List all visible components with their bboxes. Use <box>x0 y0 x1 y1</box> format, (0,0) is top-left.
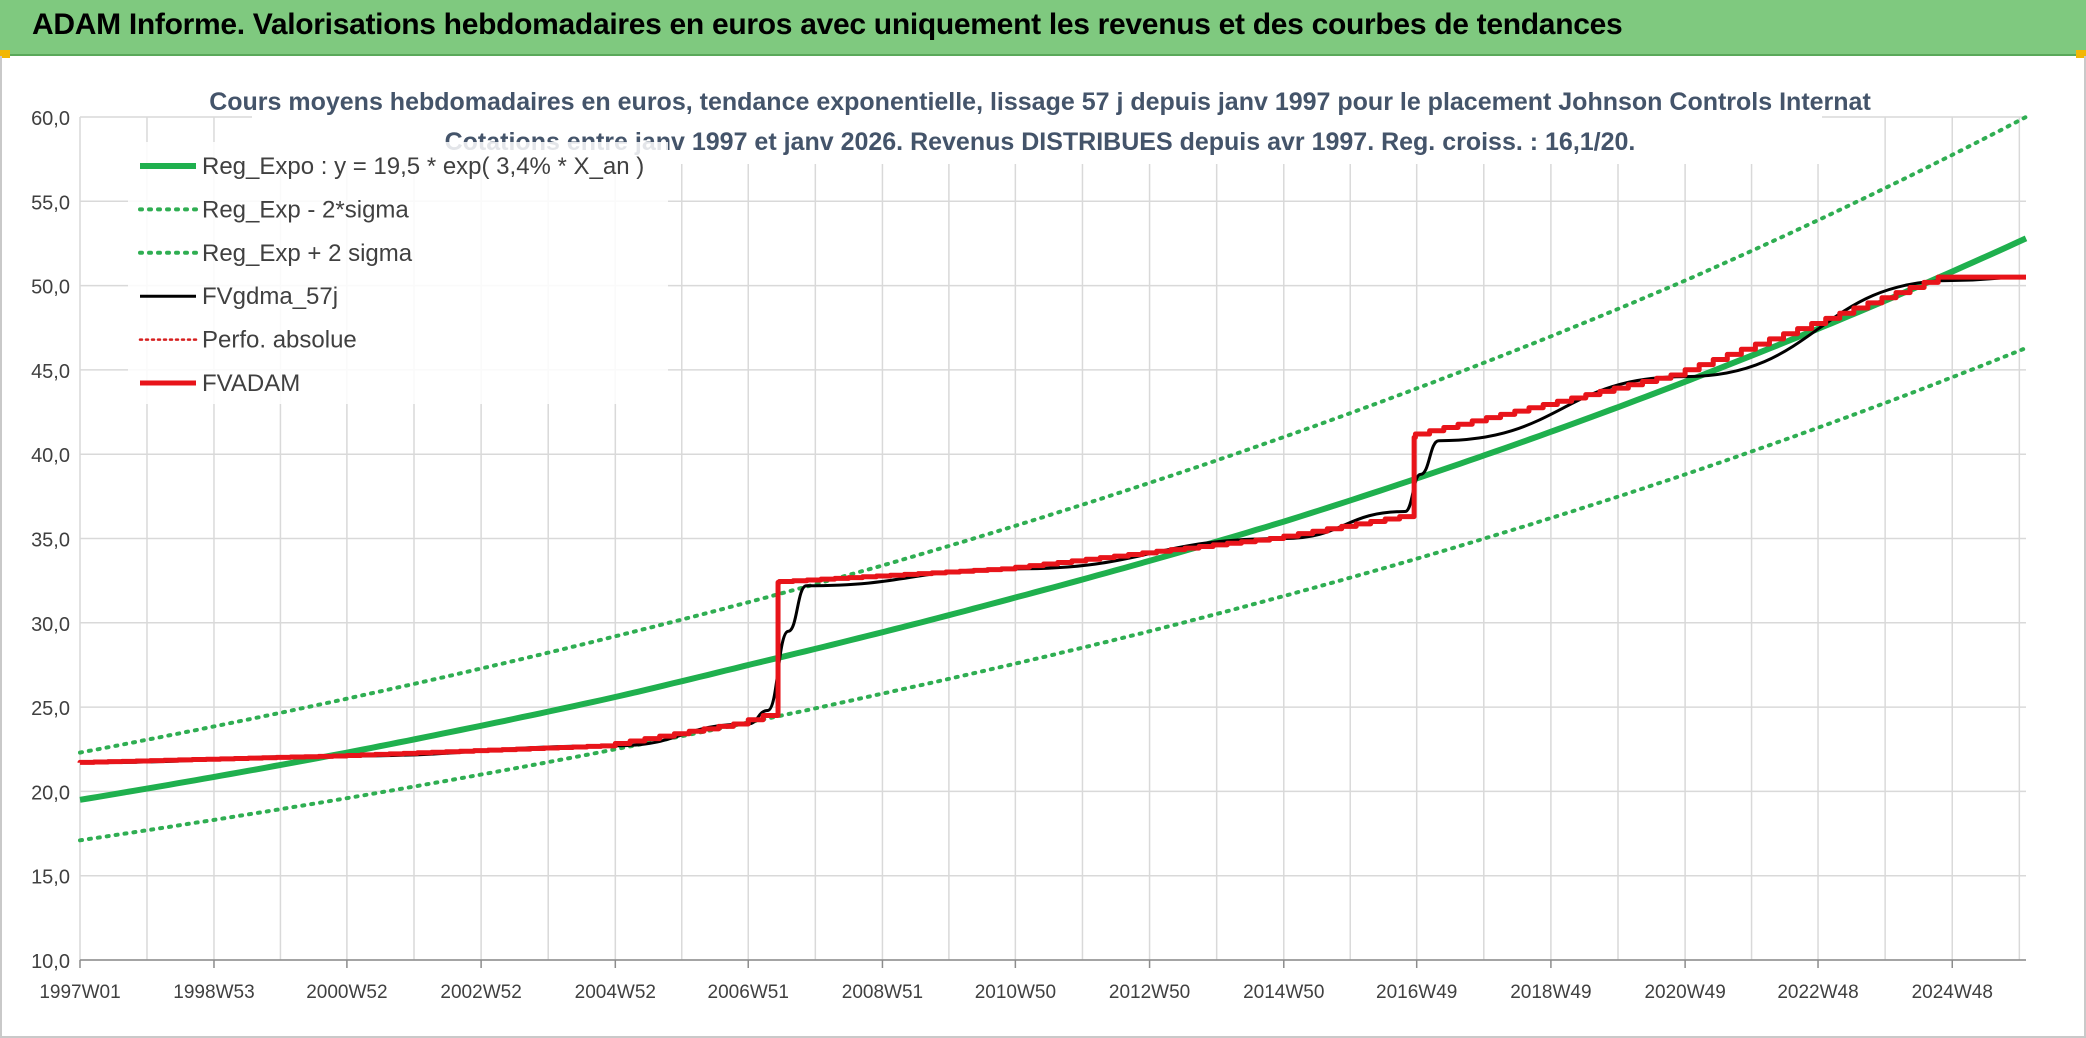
x-tick-label: 2024W48 <box>1912 982 1993 1003</box>
corner-marker-right <box>2076 50 2086 58</box>
report-title: ADAM Informe. Valorisations hebdomadaire… <box>32 8 1623 41</box>
y-tick-label: 45,0 <box>31 361 70 383</box>
y-tick-label: 20,0 <box>31 782 70 804</box>
x-tick-label: 1998W53 <box>173 982 254 1003</box>
chart-title: Cours moyens hebdomadaires en euros, ten… <box>209 88 1871 116</box>
x-tick-label: 2022W48 <box>1777 982 1858 1003</box>
x-tick-label: 2008W51 <box>842 982 923 1003</box>
axis-layer: 10,0 15,0 20,0 25,0 30,0 35,0 40,0 45,0 50,0 55,0… <box>31 108 2026 1003</box>
x-tick-label: 2018W49 <box>1510 982 1591 1003</box>
x-tick-label: 2004W52 <box>575 982 656 1003</box>
x-tick-label: 2006W51 <box>708 982 789 1003</box>
chart: 10,0 15,0 20,0 25,0 30,0 35,0 40,0 45,0 50,0 55,0… <box>31 78 2028 1003</box>
legend-label-reg_plus: Reg_Exp + 2 sigma <box>202 240 413 267</box>
legend-label-fvadam: FVADAM <box>202 370 300 397</box>
x-tick-label: 2020W49 <box>1644 982 1725 1003</box>
report-banner: ADAM Informe. Valorisations hebdomadaire… <box>0 0 2086 56</box>
legend-backdrop <box>128 142 668 404</box>
y-tick-label: 30,0 <box>31 614 70 636</box>
legend-label-reg_expo: Reg_Expo : y = 19,5 * exp( 3,4% * X_an ) <box>202 153 644 180</box>
legend-label-reg_minus: Reg_Exp - 2*sigma <box>202 196 409 223</box>
series-layer <box>77 115 2028 843</box>
legend-label-perfo: Perfo. absolue <box>202 327 357 354</box>
x-tick-label: 2014W50 <box>1243 982 1324 1003</box>
y-tick-label: 25,0 <box>31 698 70 720</box>
legend: Reg_Expo : y = 19,5 * exp( 3,4% * X_an )… <box>128 142 668 404</box>
reg-minus-sigma-line <box>78 346 2028 843</box>
reg-plus-sigma-line <box>78 115 2028 755</box>
x-tick-label: 2002W52 <box>440 982 521 1003</box>
corner-marker-left <box>0 50 10 58</box>
y-tick-label: 55,0 <box>31 192 70 214</box>
y-tick-label: 15,0 <box>31 867 70 889</box>
x-tick-label: 2010W50 <box>975 982 1056 1003</box>
x-tick-label: 2016W49 <box>1376 982 1457 1003</box>
x-tick-label: 2000W52 <box>306 982 387 1003</box>
y-tick-label: 40,0 <box>31 445 70 467</box>
y-tick-label: 35,0 <box>31 530 70 552</box>
fvadam-line <box>77 274 2026 765</box>
legend-label-fv_gdma: FVgdma_57j <box>202 283 338 310</box>
y-tick-label: 50,0 <box>31 277 70 299</box>
x-tick-label: 2012W50 <box>1109 982 1190 1003</box>
x-tick-label: 1997W01 <box>39 982 120 1003</box>
y-tick-label: 10,0 <box>31 951 70 973</box>
y-tick-label: 60,0 <box>31 108 70 130</box>
